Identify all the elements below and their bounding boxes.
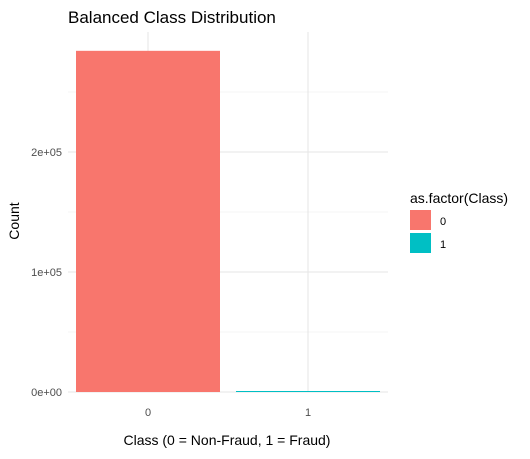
- legend-entries: 01: [410, 210, 446, 253]
- bar-class-1: [236, 391, 380, 392]
- legend-key-1: [410, 233, 431, 253]
- x-axis-label: Class (0 = Non-Fraud, 1 = Fraud): [124, 432, 331, 448]
- bar-layer: [76, 50, 380, 393]
- legend-title: as.factor(Class): [410, 190, 508, 206]
- legend-label-0: 0: [440, 216, 446, 228]
- y-tick-label: 0e+00: [31, 387, 62, 399]
- bar-class-0: [76, 50, 220, 393]
- y-axis-label: Count: [6, 202, 22, 239]
- y-tick-label: 2e+05: [31, 147, 62, 159]
- axis-layer: 0e+00 1e+05 2e+05 0 1: [31, 147, 311, 419]
- chart-title: Balanced Class Distribution: [68, 8, 276, 27]
- legend-label-1: 1: [440, 239, 446, 251]
- legend: as.factor(Class) 01: [410, 190, 508, 253]
- x-tick-label: 0: [145, 407, 151, 419]
- y-tick-label: 1e+05: [31, 267, 62, 279]
- legend-key-0: [410, 210, 431, 230]
- x-tick-label: 1: [305, 407, 311, 419]
